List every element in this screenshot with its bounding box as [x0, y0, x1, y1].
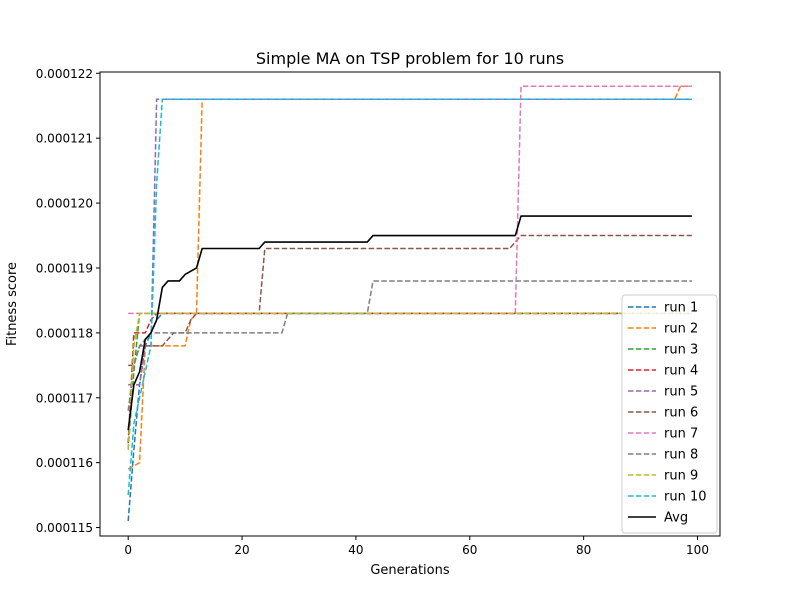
legend-label: run 6 [664, 406, 698, 421]
y-tick-label: 0.000116 [36, 456, 93, 470]
x-tick-label: 0 [124, 543, 132, 557]
x-tick-label: 80 [576, 543, 591, 557]
legend-label: run 9 [664, 469, 698, 484]
y-axis: 0.000115 0.000116 0.000117 0.000118 0.000119… [36, 67, 100, 535]
legend-label: run 5 [664, 385, 698, 400]
legend-label: run 1 [664, 301, 698, 316]
x-axis-label: Generations [370, 563, 450, 578]
legend-label: run 4 [664, 364, 698, 379]
chart-title: Simple MA on TSP problem for 10 runs [256, 49, 564, 68]
y-tick-label: 0.000122 [36, 67, 93, 81]
legend-box [621, 294, 718, 534]
legend-label: run 3 [664, 343, 698, 358]
x-tick-label: 60 [462, 543, 477, 557]
x-tick-label: 20 [234, 543, 249, 557]
y-tick-label: 0.000115 [36, 521, 93, 535]
legend-label: run 10 [664, 490, 707, 505]
series-line-run-9 [127, 312, 692, 450]
x-tick-label: 100 [686, 543, 709, 557]
series-line-run-6 [128, 234, 692, 367]
series-line-run-2 [127, 85, 692, 470]
y-tick-label: 0.000119 [36, 261, 93, 275]
y-tick-label: 0.000117 [36, 391, 93, 405]
series-line-run-5 [128, 98, 692, 386]
series-line-run-3 [127, 312, 692, 450]
legend-label: Avg [664, 511, 688, 526]
y-tick-label: 0.000118 [36, 326, 93, 340]
y-tick-label: 0.000121 [36, 132, 93, 146]
legend-label: run 8 [664, 448, 698, 463]
plot-frame [99, 71, 721, 537]
y-tick-label: 0.000120 [36, 197, 93, 211]
series-line-run-7 [128, 85, 692, 315]
series-line-run-8 [127, 280, 692, 411]
series-layer [127, 85, 692, 522]
legend: run 1 run 2 run 3 run 4 run 5 run 6 run 7 run 8… [621, 294, 718, 534]
series-line-run-1 [127, 312, 692, 522]
legend-label: run 2 [664, 322, 698, 337]
x-tick-label: 40 [348, 543, 363, 557]
series-line-avg [127, 215, 692, 431]
y-axis-label: Fitness score [5, 262, 20, 346]
series-line-run-10 [127, 98, 692, 496]
x-axis: 0 20 40 60 80 100 [124, 536, 709, 557]
legend-label: run 7 [664, 427, 698, 442]
